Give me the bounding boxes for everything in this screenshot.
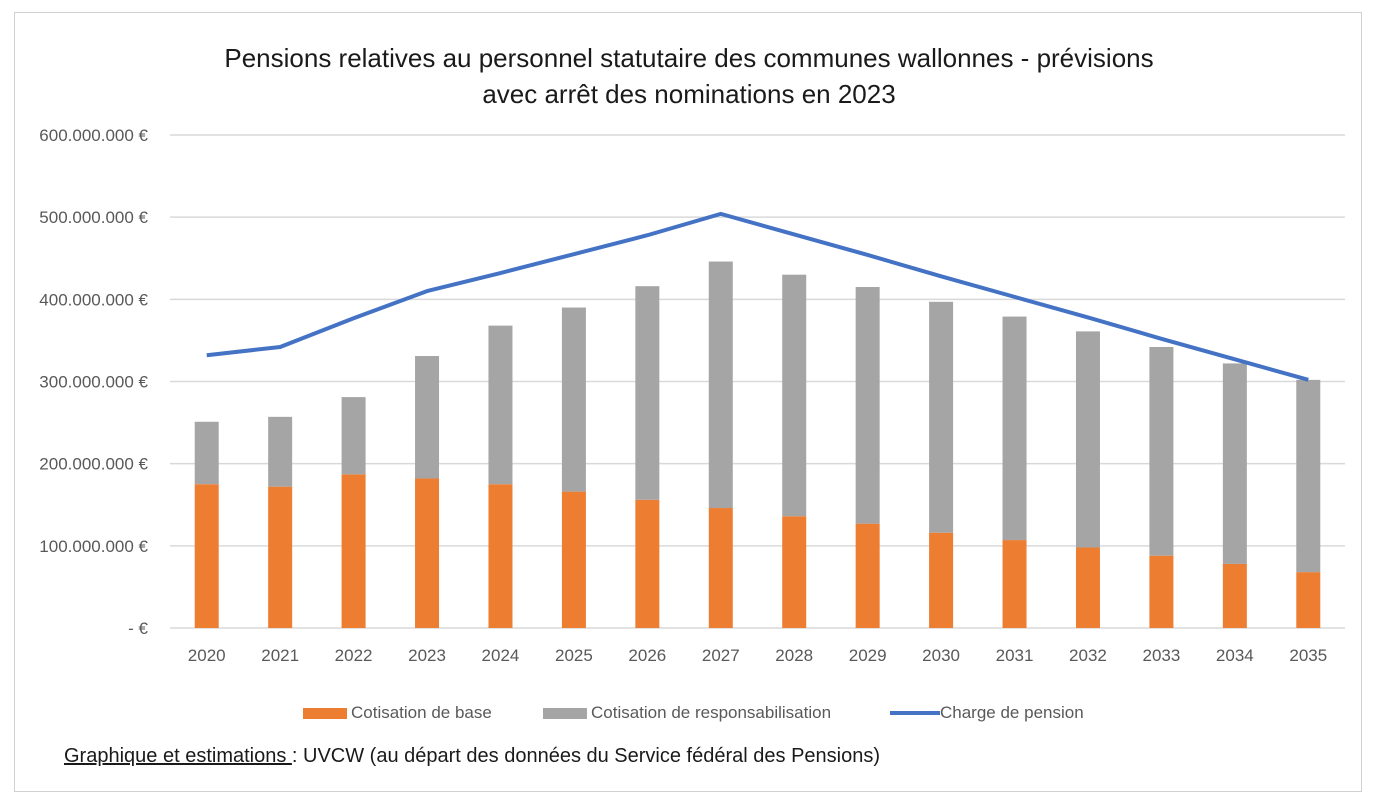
y-tick-label: 600.000.000 € (39, 126, 148, 145)
x-tick-label: 2033 (1142, 646, 1180, 665)
bar-cotisation-de-base (1296, 572, 1321, 628)
bar-cotisation-de-responsabilisation (1296, 379, 1321, 573)
bar-cotisation-de-base (1149, 555, 1174, 628)
source-note: Graphique et estimations : UVCW (au dépa… (64, 745, 880, 768)
bar-cotisation-de-responsabilisation (1222, 363, 1247, 564)
x-tick-label: 2028 (775, 646, 813, 665)
bar-cotisation-de-responsabilisation (708, 261, 733, 509)
bar-cotisation-de-responsabilisation (782, 274, 807, 517)
legend-swatch-charge (890, 711, 940, 715)
source-text: : UVCW (au départ des données du Service… (291, 745, 881, 767)
x-tick-label: 2030 (922, 646, 960, 665)
y-tick-label: 200.000.000 € (39, 455, 148, 474)
x-tick-label: 2023 (408, 646, 446, 665)
legend-label-charge: Charge de pension (940, 703, 1084, 722)
x-tick-label: 2034 (1216, 646, 1254, 665)
x-tick-label: 2032 (1069, 646, 1107, 665)
bar-cotisation-de-base (561, 491, 586, 628)
x-tick-label: 2020 (188, 646, 226, 665)
y-tick-label: 400.000.000 € (39, 290, 148, 309)
bar-cotisation-de-base (855, 523, 880, 628)
bar-cotisation-de-base (194, 484, 219, 628)
y-tick-label: 500.000.000 € (39, 208, 148, 227)
bar-cotisation-de-base (782, 516, 807, 628)
chart-frame (14, 12, 1362, 792)
x-tick-label: 2021 (261, 646, 299, 665)
bar-cotisation-de-base (1002, 540, 1027, 628)
bar-cotisation-de-base (268, 486, 293, 628)
x-tick-label: 2022 (335, 646, 373, 665)
bar-cotisation-de-responsabilisation (855, 287, 880, 524)
line-charge-de-pension (206, 211, 1309, 382)
bar-cotisation-de-responsabilisation (561, 307, 586, 492)
x-tick-label: 2035 (1289, 646, 1327, 665)
source-label: Graphique et estimations (64, 745, 292, 767)
legend-label-responsabilisation: Cotisation de responsabilisation (591, 703, 832, 722)
legend-swatch-responsabilisation (543, 707, 587, 719)
legend-item-charge: Charge de pension (890, 702, 1084, 724)
bar-cotisation-de-responsabilisation (1075, 331, 1100, 548)
bar-cotisation-de-base (415, 478, 440, 628)
chart-title: Pensions relatives au personnel statutai… (0, 40, 1378, 112)
bar-cotisation-de-responsabilisation (929, 301, 954, 533)
bar-cotisation-de-base (341, 474, 366, 628)
y-tick-label: - € (128, 619, 148, 638)
x-tick-label: 2026 (628, 646, 666, 665)
x-tick-label: 2025 (555, 646, 593, 665)
x-tick-label: 2029 (849, 646, 887, 665)
x-tick-label: 2027 (702, 646, 740, 665)
bar-cotisation-de-responsabilisation (1002, 316, 1027, 541)
bar-cotisation-de-responsabilisation (635, 286, 660, 500)
y-tick-label: 300.000.000 € (39, 373, 148, 392)
bar-cotisation-de-responsabilisation (488, 325, 513, 485)
chart-title-line-2: avec arrêt des nominations en 2023 (482, 79, 896, 109)
legend-label-base: Cotisation de base (351, 703, 492, 722)
bar-cotisation-de-base (1075, 547, 1100, 628)
bar-cotisation-de-base (488, 484, 513, 628)
y-tick-label: 100.000.000 € (39, 537, 148, 556)
bar-cotisation-de-responsabilisation (268, 416, 293, 487)
bar-cotisation-de-responsabilisation (415, 356, 440, 479)
legend-item-base: Cotisation de base (303, 702, 492, 724)
bar-cotisation-de-base (708, 508, 733, 628)
bar-cotisation-de-responsabilisation (194, 421, 219, 485)
bar-cotisation-de-responsabilisation (341, 397, 366, 475)
chart-legend: Cotisation de base Cotisation de respons… (0, 702, 1378, 724)
bar-cotisation-de-responsabilisation (1149, 346, 1174, 556)
bar-cotisation-de-base (1222, 563, 1247, 628)
chart-title-line-1: Pensions relatives au personnel statutai… (224, 43, 1154, 73)
bar-cotisation-de-base (929, 532, 954, 628)
legend-swatch-base (303, 707, 347, 719)
legend-item-responsabilisation: Cotisation de responsabilisation (543, 702, 831, 724)
x-tick-label: 2024 (482, 646, 520, 665)
x-tick-label: 2031 (996, 646, 1034, 665)
bar-cotisation-de-base (635, 499, 660, 628)
